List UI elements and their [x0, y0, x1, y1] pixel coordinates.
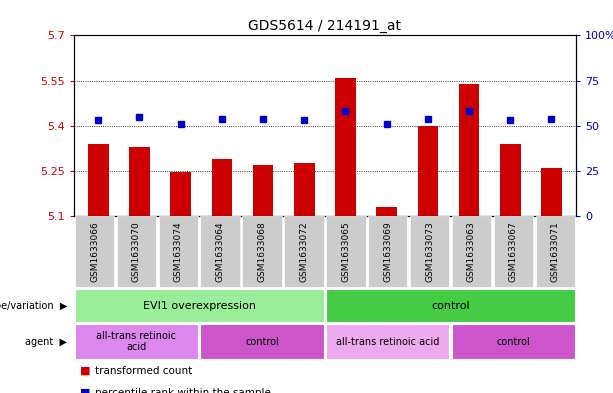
Bar — [541, 168, 562, 216]
Text: ■: ■ — [80, 366, 90, 376]
Text: EVI1 overexpression: EVI1 overexpression — [143, 301, 256, 310]
Text: GSM1633074: GSM1633074 — [173, 221, 183, 282]
Bar — [500, 144, 520, 216]
Bar — [129, 147, 150, 216]
Text: transformed count: transformed count — [95, 366, 192, 376]
Text: all-trans retinoic
acid: all-trans retinoic acid — [96, 331, 177, 352]
Bar — [294, 163, 314, 216]
Bar — [376, 207, 397, 216]
Bar — [417, 126, 438, 216]
Bar — [335, 77, 356, 216]
Text: GSM1633073: GSM1633073 — [425, 221, 434, 282]
Text: genotype/variation  ▶: genotype/variation ▶ — [0, 301, 67, 310]
Bar — [170, 173, 191, 216]
Text: GSM1633063: GSM1633063 — [467, 221, 476, 282]
Text: GSM1633064: GSM1633064 — [216, 221, 225, 282]
Bar — [211, 159, 232, 216]
Bar — [88, 144, 109, 216]
Text: GSM1633069: GSM1633069 — [383, 221, 392, 282]
Text: GSM1633072: GSM1633072 — [299, 221, 308, 282]
Text: GSM1633071: GSM1633071 — [550, 221, 560, 282]
Text: GSM1633067: GSM1633067 — [509, 221, 518, 282]
Text: GSM1633065: GSM1633065 — [341, 221, 351, 282]
Text: percentile rank within the sample: percentile rank within the sample — [95, 387, 271, 393]
Bar — [459, 84, 479, 216]
Text: ■: ■ — [80, 387, 90, 393]
Text: control: control — [245, 336, 279, 347]
Title: GDS5614 / 214191_at: GDS5614 / 214191_at — [248, 19, 402, 33]
Text: agent  ▶: agent ▶ — [25, 336, 67, 347]
Text: control: control — [431, 301, 470, 310]
Text: GSM1633070: GSM1633070 — [132, 221, 141, 282]
Bar — [253, 165, 273, 216]
Text: GSM1633068: GSM1633068 — [257, 221, 267, 282]
Text: GSM1633066: GSM1633066 — [90, 221, 99, 282]
Text: control: control — [497, 336, 530, 347]
Text: all-trans retinoic acid: all-trans retinoic acid — [336, 336, 440, 347]
